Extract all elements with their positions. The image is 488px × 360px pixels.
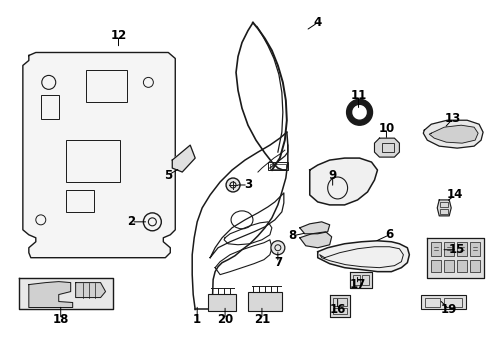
- Text: 13: 13: [444, 112, 460, 125]
- Text: 19: 19: [440, 303, 456, 316]
- Bar: [332, 307, 346, 315]
- Text: 9: 9: [328, 168, 336, 181]
- Text: 20: 20: [217, 313, 233, 326]
- Bar: [41, 95, 59, 119]
- Text: 1: 1: [193, 313, 201, 326]
- Polygon shape: [374, 138, 399, 157]
- Text: 10: 10: [378, 122, 394, 135]
- Text: 16: 16: [329, 303, 345, 316]
- Text: 11: 11: [350, 89, 366, 102]
- Bar: [469, 260, 479, 272]
- Circle shape: [225, 178, 240, 192]
- Bar: [352, 275, 359, 285]
- Bar: [456, 242, 466, 256]
- Polygon shape: [329, 294, 349, 318]
- Polygon shape: [317, 241, 408, 272]
- Text: 21: 21: [253, 313, 269, 326]
- Bar: [443, 242, 453, 256]
- Bar: [65, 140, 120, 182]
- Bar: [332, 298, 346, 306]
- Bar: [382, 143, 394, 152]
- Polygon shape: [299, 232, 331, 248]
- Text: 12: 12: [110, 29, 126, 42]
- Polygon shape: [349, 272, 371, 288]
- Polygon shape: [19, 278, 112, 310]
- Text: 2: 2: [127, 215, 135, 228]
- Text: 14: 14: [446, 188, 463, 202]
- Bar: [421, 294, 465, 310]
- Bar: [439, 209, 447, 214]
- Text: 3: 3: [244, 179, 251, 192]
- Bar: [469, 242, 479, 256]
- Bar: [208, 293, 236, 311]
- Text: 8: 8: [288, 229, 296, 242]
- Polygon shape: [423, 120, 482, 148]
- Bar: [65, 190, 93, 212]
- Text: 5: 5: [164, 168, 172, 181]
- Bar: [439, 202, 447, 207]
- Text: 7: 7: [273, 256, 282, 269]
- Bar: [443, 260, 453, 272]
- Bar: [85, 71, 127, 102]
- Text: 15: 15: [448, 243, 465, 256]
- Polygon shape: [23, 53, 175, 258]
- Text: 18: 18: [52, 313, 69, 326]
- Polygon shape: [76, 283, 105, 298]
- Bar: [425, 298, 439, 306]
- Bar: [267, 162, 287, 170]
- Polygon shape: [428, 125, 477, 143]
- Circle shape: [270, 241, 285, 255]
- Bar: [247, 292, 281, 311]
- Polygon shape: [309, 158, 377, 205]
- Text: 17: 17: [349, 278, 365, 291]
- Polygon shape: [172, 145, 195, 172]
- Polygon shape: [29, 282, 73, 307]
- Text: 4: 4: [313, 16, 321, 29]
- Bar: [269, 164, 285, 169]
- Bar: [443, 298, 461, 306]
- Bar: [430, 242, 440, 256]
- Bar: [456, 260, 466, 272]
- Text: 6: 6: [385, 228, 393, 241]
- Polygon shape: [299, 222, 329, 234]
- Polygon shape: [436, 200, 450, 216]
- Bar: [361, 275, 368, 285]
- Polygon shape: [427, 238, 483, 278]
- Bar: [430, 260, 440, 272]
